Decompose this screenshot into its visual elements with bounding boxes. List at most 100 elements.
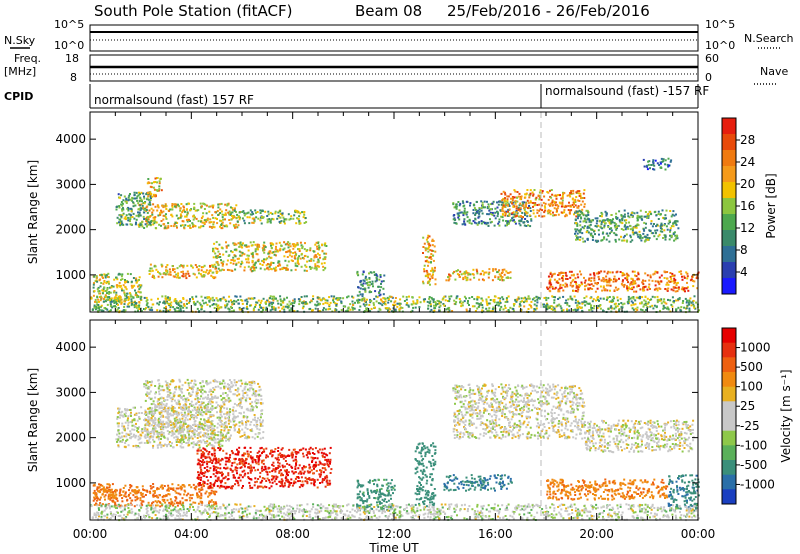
data-cell (146, 441, 149, 444)
data-cell (130, 199, 133, 202)
data-cell (480, 297, 483, 300)
data-cell (500, 215, 503, 218)
data-cell (142, 500, 145, 503)
data-cell (663, 306, 666, 309)
data-cell (266, 218, 269, 221)
data-cell (127, 296, 130, 298)
data-cell (322, 269, 325, 272)
data-cell (568, 193, 571, 196)
data-cell (616, 216, 619, 219)
data-cell (675, 234, 678, 237)
data-cell (674, 281, 676, 284)
data-cell (642, 289, 645, 292)
data-cell (448, 295, 451, 298)
data-cell (139, 223, 142, 226)
data-cell (500, 305, 503, 308)
data-cell (271, 303, 274, 306)
data-cell (305, 295, 308, 298)
data-cell (431, 298, 434, 301)
data-cell (257, 217, 260, 220)
data-cell (589, 233, 592, 236)
data-cell (138, 288, 141, 291)
data-cell (165, 273, 168, 276)
data-cell (660, 280, 663, 283)
data-cell (266, 215, 269, 217)
data-cell (218, 243, 221, 246)
data-cell (434, 266, 436, 269)
data-cell (651, 279, 654, 282)
data-cell (106, 287, 109, 289)
data-cell (489, 221, 492, 224)
data-cell (319, 256, 321, 259)
data-cell (315, 268, 318, 271)
data-cell (597, 304, 600, 307)
data-cell (672, 210, 675, 213)
data-cell (564, 302, 567, 304)
data-cell (110, 299, 113, 302)
data-cell (504, 301, 507, 303)
data-cell (122, 212, 125, 215)
data-cell (165, 266, 168, 269)
data-cell (505, 297, 508, 300)
data-cell (158, 185, 161, 188)
data-cell (150, 220, 153, 222)
data-cell (93, 489, 96, 492)
data-cell (134, 436, 137, 439)
data-cell (292, 299, 295, 302)
data-cell (188, 218, 190, 221)
data-cell (463, 211, 466, 214)
data-cell (593, 272, 595, 275)
data-cell (129, 223, 132, 226)
data-cell (312, 259, 315, 262)
data-cell (553, 200, 556, 203)
data-cell (228, 219, 231, 221)
data-cell (463, 300, 466, 303)
data-cell (426, 300, 429, 303)
data-cell (271, 217, 274, 220)
data-cell (152, 203, 155, 206)
data-cell (144, 489, 147, 492)
data-cell (364, 277, 367, 280)
data-cell (560, 286, 563, 289)
data-cell (219, 225, 221, 228)
data-cell (644, 236, 647, 239)
data-cell (548, 211, 551, 214)
data-cell (220, 259, 222, 262)
data-cell (534, 308, 537, 311)
data-cell (268, 304, 271, 307)
data-cell (664, 214, 667, 217)
data-cell (252, 241, 255, 244)
data-cell (674, 279, 677, 282)
data-cell (186, 302, 188, 305)
data-cell (526, 189, 529, 191)
data-cell (306, 255, 309, 258)
data-cell (598, 278, 601, 281)
data-cell (270, 256, 273, 259)
data-cell (481, 212, 484, 215)
data-cell (577, 205, 580, 208)
data-cell (220, 222, 223, 225)
data-cell (244, 299, 247, 302)
data-cell (681, 286, 684, 289)
data-cell (492, 269, 495, 272)
data-cell (496, 271, 499, 274)
data-cell (192, 215, 195, 218)
data-cell (505, 210, 508, 213)
data-cell (129, 293, 132, 296)
data-cell (114, 504, 117, 507)
power-cells (90, 157, 700, 314)
data-cell (529, 225, 532, 228)
data-cell (140, 434, 143, 437)
data-cell (134, 279, 137, 282)
data-cell (225, 300, 228, 303)
data-cell (589, 297, 592, 300)
data-cell (590, 234, 592, 237)
data-cell (560, 272, 562, 275)
data-cell (613, 297, 615, 300)
data-cell (182, 501, 185, 504)
data-cell (361, 273, 364, 276)
data-cell (216, 210, 219, 212)
data-cell (220, 210, 223, 213)
data-cell (219, 443, 222, 446)
data-cell (631, 283, 634, 286)
